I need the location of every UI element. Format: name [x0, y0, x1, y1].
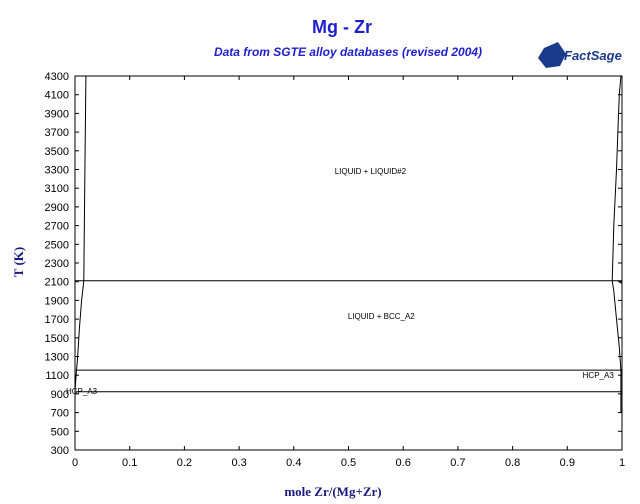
x-tick-label-1: 0.1: [122, 457, 137, 469]
x-tick-label-2: 0.2: [177, 457, 192, 469]
plot-area: 0 0.1 0.2 0.3 0.4 0.5 0.6 0.7 0.8 0.9 130050070090…: [45, 71, 626, 469]
y-tick-label-12: 2700: [45, 221, 69, 233]
region-label-0: LIQUID + LIQUID#2: [335, 167, 407, 176]
y-tick-label-4: 1100: [45, 370, 69, 382]
x-tick-label-7: 0.7: [450, 457, 465, 469]
y-tick-label-13: 2900: [45, 202, 69, 214]
y-tick-label-20: 4300: [45, 71, 69, 83]
y-tick-label-19: 4100: [45, 90, 69, 102]
x-tick-label-9: 0.9: [560, 457, 575, 469]
y-tick-label-14: 3100: [45, 183, 69, 195]
y-tick-label-6: 1500: [45, 333, 69, 345]
x-tick-label-4: 0.4: [286, 457, 301, 469]
x-tick-label-0: 0: [72, 457, 78, 469]
y-tick-label-17: 3700: [45, 127, 69, 139]
region-label-2: HCP_A3: [583, 371, 615, 380]
region-label-1: LIQUID + BCC_A2: [348, 312, 415, 321]
y-tick-label-5: 1300: [45, 352, 69, 364]
y-tick-label-18: 3900: [45, 108, 69, 120]
x-tick-label-10: 1: [619, 457, 625, 469]
y-tick-label-16: 3500: [45, 146, 69, 158]
x-tick-label-3: 0.3: [231, 457, 246, 469]
y-tick-label-2: 700: [51, 408, 69, 420]
y-tick-label-1: 500: [51, 426, 69, 438]
x-axis-label: mole Zr/(Mg+Zr): [284, 484, 381, 499]
x-tick-label-8: 0.8: [505, 457, 520, 469]
region-label-3: HCP_A3: [66, 387, 98, 396]
factsage-logo: FactSage: [538, 42, 622, 68]
x-tick-label-5: 0.5: [341, 457, 356, 469]
phase-boundary-4: [618, 281, 623, 285]
chart-title: Mg - Zr: [312, 17, 372, 37]
y-tick-label-9: 2100: [45, 277, 69, 289]
logo-text: FactSage: [564, 48, 622, 63]
y-tick-label-11: 2500: [45, 239, 69, 251]
phase-boundary-3: [611, 75, 622, 281]
phase-boundary-2: [611, 280, 622, 371]
x-tick-label-6: 0.6: [396, 457, 411, 469]
y-axis-label: T (K): [11, 247, 26, 277]
y-tick-label-10: 2300: [45, 258, 69, 270]
y-tick-label-3: 900: [51, 389, 69, 401]
chart-subtitle: Data from SGTE alloy databases (revised …: [214, 45, 482, 59]
logo-mark-icon: [538, 42, 566, 68]
y-tick-label-7: 1700: [45, 314, 69, 326]
y-tick-label-15: 3300: [45, 165, 69, 177]
plot-frame: [74, 75, 623, 451]
phase-boundary-0: [74, 75, 87, 392]
y-tick-label-8: 1900: [45, 295, 69, 307]
y-tick-label-0: 300: [51, 445, 69, 457]
